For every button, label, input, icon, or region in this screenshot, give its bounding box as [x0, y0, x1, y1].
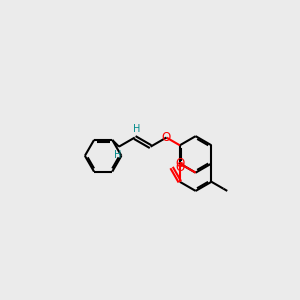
- Text: H: H: [114, 150, 121, 160]
- Text: H: H: [133, 124, 140, 134]
- Text: O: O: [176, 161, 185, 174]
- Text: O: O: [175, 157, 184, 170]
- Text: O: O: [162, 131, 171, 144]
